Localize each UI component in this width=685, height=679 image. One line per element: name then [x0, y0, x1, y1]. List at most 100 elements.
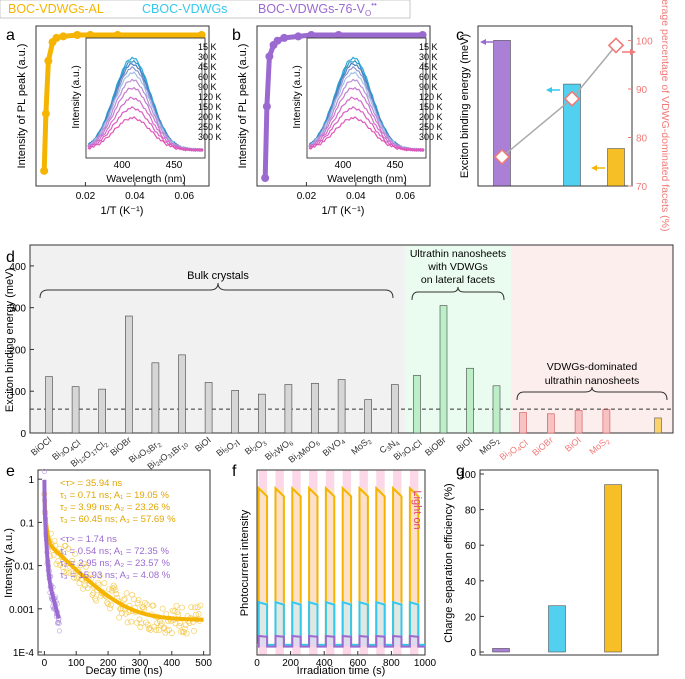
panel-e-point-yellow-65 [101, 580, 108, 587]
bulk-bar-4 [151, 362, 160, 434]
panel-e-point-purple-58 [56, 621, 62, 627]
pb-point-5 [280, 33, 289, 42]
panel-e-point-yellow-109 [142, 599, 148, 606]
panel-c-coverage-line [501, 44, 617, 158]
pb-xtick-1: 0.04 [346, 191, 366, 202]
panel-a: Intensity of PL peak (a.u.) 1/T (K⁻¹) 0.… [16, 25, 222, 217]
pb-temp-2: 45 K [419, 62, 438, 72]
panel-e-point-yellow-162 [191, 628, 197, 634]
panel-e-point-yellow-135 [166, 626, 172, 633]
panel-e-point-yellow-154 [183, 630, 190, 637]
pa-point-8 [113, 31, 122, 39]
panel-b-inset-ylabel: Intensity (a.u.) [292, 65, 303, 128]
panel-f-light-label: Light on [411, 490, 423, 529]
pb-point-1 [262, 102, 271, 111]
panel-c-ylabel: Exciton binding energy (meV) [459, 34, 471, 178]
bulk-bar-10 [311, 382, 319, 434]
panel-g-bar-1 [548, 605, 566, 653]
panel-e-annot-purple-1: τ₁ = 0.54 ns; A₁ = 72.35 % [60, 546, 169, 557]
panel-a-inset-ylabel: Intensity (a.u.) [71, 65, 82, 128]
panel-e-xtick-4: 400 [163, 658, 180, 669]
panel-f-fill-0-4 [325, 488, 335, 645]
panel-e-point-yellow-11 [51, 538, 58, 544]
panel-e-point-yellow-138 [168, 630, 175, 637]
panel-e-fit-purple [42, 479, 61, 619]
bulk-label-11: BiVO4 [321, 435, 348, 460]
panel-e-point-yellow-45 [83, 563, 89, 570]
pa-temp-8: 250 K [198, 122, 222, 132]
panel-e-point-yellow-24 [63, 569, 70, 576]
panel-g-frame [479, 469, 659, 656]
panel-e-annot-yellow-1: τ₁ = 0.71 ns; A₁ = 19.05 % [60, 490, 169, 501]
panel-b-inset-xlabel: Wavelength (nm) [327, 173, 407, 185]
vdwg-bar-0 [519, 412, 527, 434]
panel-e-annot-yellow-3: τ₃ = 60.45 ns; A₃ = 57.69 % [60, 514, 176, 525]
panel-e: Intensity (a.u.) Decay time (ns) 0 100 200… [3, 468, 212, 677]
panel-e-xtick-5: 500 [195, 658, 212, 669]
panel-f-fill-2-7 [376, 635, 385, 647]
panel-c-arrowhead-cyan [546, 87, 552, 93]
bulk-bar-12 [364, 399, 373, 434]
group-label-vdwg-2: ultrathin nanosheets [545, 375, 640, 387]
pa-point-6 [73, 31, 82, 39]
panel-f-fill-1-3 [309, 602, 318, 645]
panel-c-arrowhead-yellow [591, 165, 597, 171]
pb-temp-3: 60 K [419, 72, 438, 82]
panel-f-xtick-3: 600 [349, 658, 366, 669]
panel-f-fill-1-0 [258, 602, 268, 645]
panel-e-point-yellow-90 [124, 619, 131, 626]
panel-g-ytick-5: 100 [459, 470, 476, 481]
panel-e-point-yellow-47 [84, 585, 91, 591]
pb-point-4 [273, 36, 282, 45]
panel-b-inset-xtick-450: 450 [387, 160, 404, 171]
panel-a-inset-xtick-400: 400 [114, 160, 131, 171]
legend: BOC-VDWGs-AL CBOC-VDWGs BOC-VDWGs-76-VO•… [0, 0, 411, 19]
vdwg-label-3: MoS2 [587, 435, 612, 459]
panel-e-point-yellow-146 [176, 622, 183, 629]
panel-e-point-yellow-105 [138, 620, 145, 627]
panel-g-bar-0 [492, 648, 510, 653]
panel-c-y2tick-2: 90 [636, 85, 648, 96]
pa-xtick-0: 0.02 [76, 191, 96, 202]
pa-temp-6: 150 K [198, 102, 222, 112]
bulk-label-6: BiOI [193, 435, 213, 454]
pa-point-5 [59, 32, 68, 41]
panel-e-point-yellow-106 [139, 604, 146, 610]
group-brace-bulk [39, 282, 394, 299]
panel-e-point-yellow-35 [73, 575, 80, 582]
pb-point-2 [265, 52, 274, 61]
panel-g: Charge separation efficiency (%) 0 20 40 60… [443, 469, 659, 659]
panel-d-ytick-0: 0 [20, 429, 26, 440]
group-brace-vdwg [516, 386, 668, 401]
panel-e-ytick-3: 0.1 [20, 518, 34, 529]
panel-f-fill-2-8 [393, 635, 402, 647]
panel-e-point-yellow-20 [59, 564, 66, 571]
bulk-bar-13 [390, 384, 399, 434]
panel-a-xlabel: 1/T (K⁻¹) [101, 205, 144, 217]
panel-e-point-yellow-39 [77, 562, 84, 569]
panel-e-point-yellow-153 [182, 622, 189, 628]
pa-temp-2: 45 K [198, 62, 217, 72]
panel-f-fill-2-5 [342, 635, 352, 647]
vdwg-bar-2 [574, 410, 583, 434]
pb-temp-9: 300 K [419, 132, 443, 142]
panel-e-point-yellow-111 [144, 601, 150, 608]
pb-point-0 [261, 174, 270, 182]
panel-e-ytick-0: 1E-4 [13, 648, 35, 659]
legend-cyan: CBOC-VDWGs [142, 2, 227, 16]
pa-xtick-2: 0.06 [175, 191, 195, 202]
panel-g-ytick-0: 0 [470, 648, 476, 659]
group-label-vdwg-1: VDWGs-dominated [547, 361, 638, 373]
panel-e-point-yellow-143 [173, 602, 180, 609]
panel-g-bar-2 [604, 484, 622, 653]
panel-e-xtick-0: 0 [42, 658, 48, 669]
bulk-bar-3 [125, 315, 133, 434]
panel-e-fit-yellow [42, 493, 204, 622]
panel-e-point-yellow-128 [159, 605, 166, 612]
panel-f-ylabel: Photocurrent intensity [239, 509, 251, 616]
panel-e-point-yellow-70 [106, 586, 112, 593]
panel-f-fill-0-6 [359, 488, 368, 645]
panel-e-point-yellow-163 [192, 604, 198, 611]
panel-c-coverage-1 [563, 90, 581, 107]
panel-c-y2tick-1: 80 [636, 134, 648, 145]
